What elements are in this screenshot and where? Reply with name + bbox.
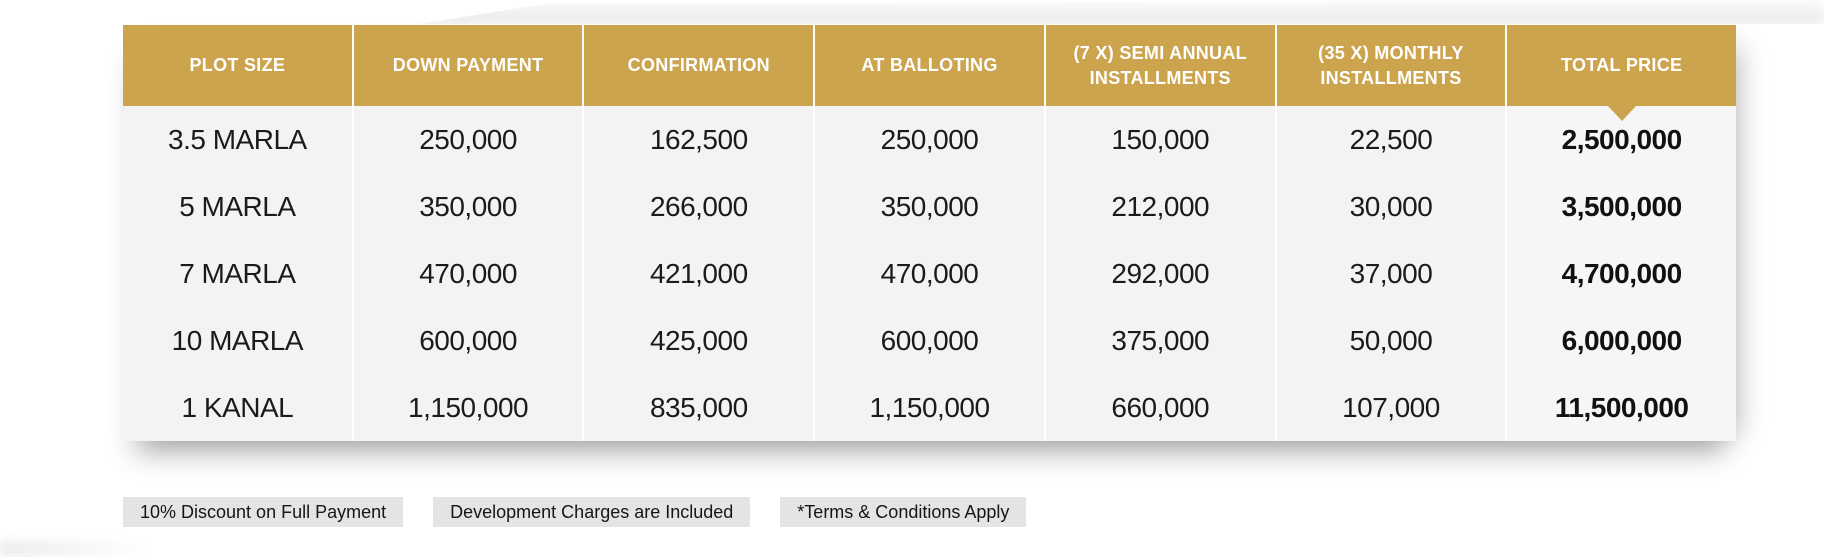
confirmation-cell: 835,000 xyxy=(584,374,816,441)
at-balloting-cell: 250,000 xyxy=(815,106,1046,173)
monthly-cell: 50,000 xyxy=(1276,307,1508,374)
header-label: (7 X) SEMI ANNUAL INSTALLMENTS xyxy=(1073,43,1247,88)
confirmation-cell: 266,000 xyxy=(584,173,816,240)
at-balloting-cell: 600,000 xyxy=(815,307,1046,374)
table-row: 5 MARLA 350,000 266,000 350,000 212,000 … xyxy=(123,173,1737,240)
plot-size-cell: 5 MARLA xyxy=(123,173,354,240)
plot-size-cell: 1 KANAL xyxy=(123,374,354,441)
header-label: DOWN PAYMENT xyxy=(392,55,544,76)
table-row: 3.5 MARLA 250,000 162,500 250,000 150,00… xyxy=(123,106,1737,173)
header-plot-size: PLOT SIZE xyxy=(123,25,354,106)
footnotes-row: 10% Discount on Full Payment Development… xyxy=(123,497,1027,527)
semi-annual-cell: 150,000 xyxy=(1045,106,1277,173)
payment-plan-table: PLOT SIZE DOWN PAYMENT CONFIRMATION AT B… xyxy=(123,25,1737,441)
header-label: TOTAL PRICE xyxy=(1561,55,1683,76)
header-label: CONFIRMATION xyxy=(627,55,770,76)
plot-size-cell: 10 MARLA xyxy=(123,307,354,374)
bottom-shadow-decoration xyxy=(0,541,150,557)
monthly-cell: 22,500 xyxy=(1276,106,1508,173)
header-label: AT BALLOTING xyxy=(861,55,998,76)
monthly-cell: 30,000 xyxy=(1276,173,1508,240)
header-label: PLOT SIZE xyxy=(189,55,286,76)
discount-note-badge: 10% Discount on Full Payment xyxy=(123,497,404,527)
table-row: 7 MARLA 470,000 421,000 470,000 292,000 … xyxy=(123,240,1737,307)
semi-annual-cell: 292,000 xyxy=(1045,240,1277,307)
total-price-cell: 4,700,000 xyxy=(1507,240,1737,307)
plot-size-cell: 3.5 MARLA xyxy=(123,106,354,173)
at-balloting-cell: 350,000 xyxy=(815,173,1046,240)
semi-annual-cell: 212,000 xyxy=(1045,173,1277,240)
top-shadow-decoration xyxy=(420,0,1824,24)
down-payment-cell: 350,000 xyxy=(353,173,585,240)
plot-size-cell: 7 MARLA xyxy=(123,240,354,307)
confirmation-cell: 162,500 xyxy=(584,106,816,173)
header-total-price: TOTAL PRICE xyxy=(1507,25,1737,121)
at-balloting-cell: 470,000 xyxy=(815,240,1046,307)
table-row: 1 KANAL 1,150,000 835,000 1,150,000 660,… xyxy=(123,374,1737,441)
down-payment-cell: 470,000 xyxy=(353,240,585,307)
header-semi-annual-installments: (7 X) SEMI ANNUAL INSTALLMENTS xyxy=(1045,25,1277,106)
header-monthly-installments: (35 X) MONTHLY INSTALLMENTS xyxy=(1276,25,1508,106)
terms-conditions-badge: *Terms & Conditions Apply xyxy=(780,497,1027,527)
monthly-cell: 107,000 xyxy=(1276,374,1508,441)
header-at-balloting: AT BALLOTING xyxy=(815,25,1046,106)
confirmation-cell: 425,000 xyxy=(584,307,816,374)
total-price-cell: 6,000,000 xyxy=(1507,307,1737,374)
semi-annual-cell: 375,000 xyxy=(1045,307,1277,374)
down-payment-cell: 600,000 xyxy=(353,307,585,374)
total-price-cell: 3,500,000 xyxy=(1507,173,1737,240)
header-confirmation: CONFIRMATION xyxy=(584,25,816,106)
confirmation-cell: 421,000 xyxy=(584,240,816,307)
semi-annual-cell: 660,000 xyxy=(1045,374,1277,441)
down-payment-cell: 1,150,000 xyxy=(353,374,585,441)
monthly-cell: 37,000 xyxy=(1276,240,1508,307)
total-price-cell: 11,500,000 xyxy=(1507,374,1737,441)
table-header-row: PLOT SIZE DOWN PAYMENT CONFIRMATION AT B… xyxy=(123,25,1737,121)
down-payment-cell: 250,000 xyxy=(353,106,585,173)
header-down-payment: DOWN PAYMENT xyxy=(353,25,585,106)
callout-arrow-icon xyxy=(1606,105,1637,121)
header-label: (35 X) MONTHLY INSTALLMENTS xyxy=(1318,43,1464,88)
table-row: 10 MARLA 600,000 425,000 600,000 375,000… xyxy=(123,307,1737,374)
development-charges-badge: Development Charges are Included xyxy=(433,497,751,527)
at-balloting-cell: 1,150,000 xyxy=(815,374,1046,441)
